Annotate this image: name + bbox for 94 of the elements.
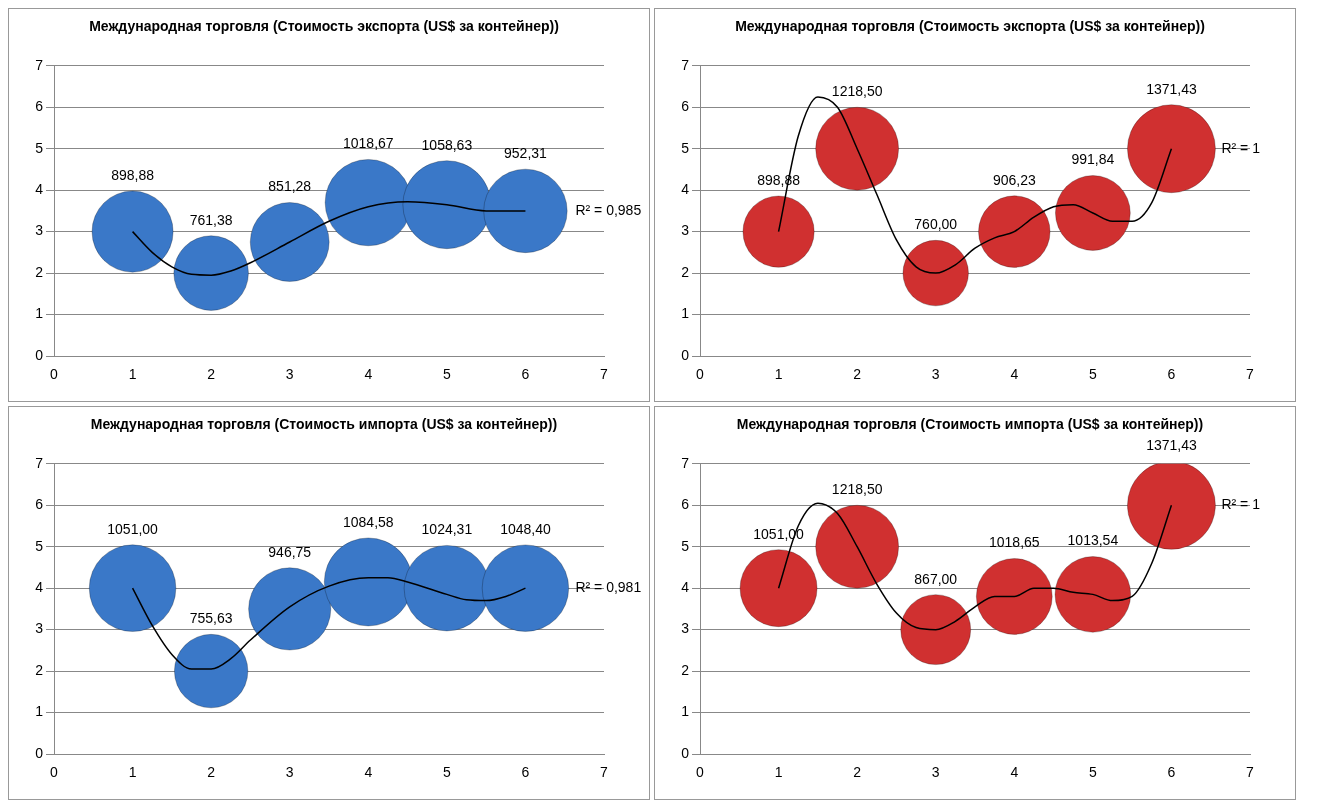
y-tick-label: 7 (681, 454, 690, 471)
x-tick-label: 0 (50, 366, 59, 383)
x-tick-label: 4 (364, 366, 373, 383)
y-tick-label: 4 (681, 579, 690, 596)
y-tick-label: 3 (681, 620, 690, 637)
chart-title: Международная торговля (Стоимость импорта (US$ за контейнер)) (736, 416, 1204, 433)
x-tick-label: 1 (128, 764, 137, 781)
annotation: 851,28 (268, 178, 312, 195)
x-tick-label: 6 (521, 764, 530, 781)
annotation: 1218,50 (831, 83, 883, 100)
y-tick-label: 1 (35, 305, 44, 322)
y-tick-label: 1 (35, 703, 44, 720)
y-tick-label: 4 (35, 181, 44, 198)
y-tick-label: 0 (681, 346, 690, 363)
x-tick-label: 1 (128, 366, 137, 383)
y-tick-label: 1 (681, 703, 690, 720)
x-tick-label: 1 (774, 764, 783, 781)
annotation: R² = 0,985 (575, 201, 642, 218)
annotation: R² = 0,981 (575, 579, 642, 596)
annotation: R² = 1 (1221, 139, 1261, 156)
y-tick-label: 3 (35, 222, 44, 239)
x-tick-label: 0 (696, 366, 705, 383)
annotation: 760,00 (914, 216, 958, 233)
y-tick-label: 5 (35, 537, 44, 554)
annotation: 906,23 (992, 171, 1036, 188)
x-tick-label: 7 (600, 366, 609, 383)
y-tick-label: 6 (35, 98, 44, 115)
x-tick-label: 2 (207, 764, 216, 781)
x-tick-label: 5 (442, 366, 451, 383)
annotation: 952,31 (504, 145, 548, 162)
y-tick-label: 0 (35, 744, 44, 761)
annotation: 991,84 (1071, 151, 1115, 168)
y-tick-label: 2 (35, 661, 44, 678)
y-tick-label: 5 (35, 139, 44, 156)
y-tick-label: 2 (35, 263, 44, 280)
y-tick-label: 5 (681, 537, 690, 554)
x-tick-label: 5 (1088, 764, 1097, 781)
y-tick-label: 7 (35, 454, 44, 471)
x-tick-label: 7 (1246, 764, 1255, 781)
chart-title: Международная торговля (Стоимость экспорта (US$ за контейнер)) (89, 18, 559, 35)
x-tick-label: 2 (207, 366, 216, 383)
x-tick-label: 3 (285, 764, 294, 781)
x-tick-label: 0 (696, 764, 705, 781)
chart-title: Международная торговля (Стоимость импорта (US$ за контейнер)) (90, 416, 558, 433)
annotation: 1058,63 (421, 136, 473, 153)
annotation: 898,88 (111, 166, 155, 183)
annotation: 1371,43 (1146, 80, 1197, 97)
annotation: 1084,58 (342, 513, 394, 530)
annotation: 867,00 (914, 570, 958, 587)
x-tick-label: 3 (285, 366, 294, 383)
y-tick-label: 7 (35, 56, 44, 73)
x-tick-label: 2 (853, 366, 862, 383)
annotation: 755,63 (189, 610, 233, 627)
x-tick-label: 7 (1246, 366, 1255, 383)
x-tick-label: 4 (1010, 366, 1019, 383)
text: 1371,43 (1146, 437, 1197, 454)
x-tick-label: 4 (364, 764, 373, 781)
x-tick-label: 6 (521, 366, 530, 383)
annotation: R² = 1 (1221, 496, 1261, 513)
y-tick-label: 2 (681, 661, 690, 678)
y-tick-label: 0 (35, 346, 44, 363)
x-tick-label: 5 (1088, 366, 1097, 383)
y-tick-label: 3 (681, 222, 690, 239)
annotation: 1218,50 (831, 481, 883, 498)
chart-title: Международная торговля (Стоимость экспорта (US$ за контейнер)) (735, 18, 1205, 35)
annotation: 1018,67 (342, 135, 394, 152)
annotation: 1024,31 (421, 521, 473, 538)
x-tick-label: 5 (442, 764, 451, 781)
x-tick-label: 2 (853, 764, 862, 781)
y-tick-label: 1 (681, 305, 690, 322)
y-tick-label: 0 (681, 744, 690, 761)
annotation: 1051,00 (107, 520, 159, 537)
y-tick-label: 4 (681, 181, 690, 198)
annotation: 946,75 (268, 543, 312, 560)
x-tick-label: 3 (931, 366, 940, 383)
x-tick-label: 6 (1167, 764, 1176, 781)
y-tick-label: 2 (681, 263, 690, 280)
x-tick-label: 4 (1010, 764, 1019, 781)
y-tick-label: 5 (681, 139, 690, 156)
y-tick-label: 7 (681, 56, 690, 73)
annotation: 761,38 (189, 211, 233, 228)
x-tick-label: 0 (50, 764, 59, 781)
y-tick-label: 6 (681, 496, 690, 513)
x-tick-label: 1 (774, 366, 783, 383)
annotation: 1018,65 (988, 534, 1040, 551)
y-tick-label: 4 (35, 579, 44, 596)
x-tick-label: 6 (1167, 366, 1176, 383)
y-tick-label: 6 (35, 496, 44, 513)
y-tick-label: 3 (35, 620, 44, 637)
x-tick-label: 7 (600, 764, 609, 781)
annotation: 1013,54 (1067, 532, 1119, 549)
x-tick-label: 3 (931, 764, 940, 781)
annotation: 1048,40 (500, 520, 551, 537)
y-tick-label: 6 (681, 98, 690, 115)
